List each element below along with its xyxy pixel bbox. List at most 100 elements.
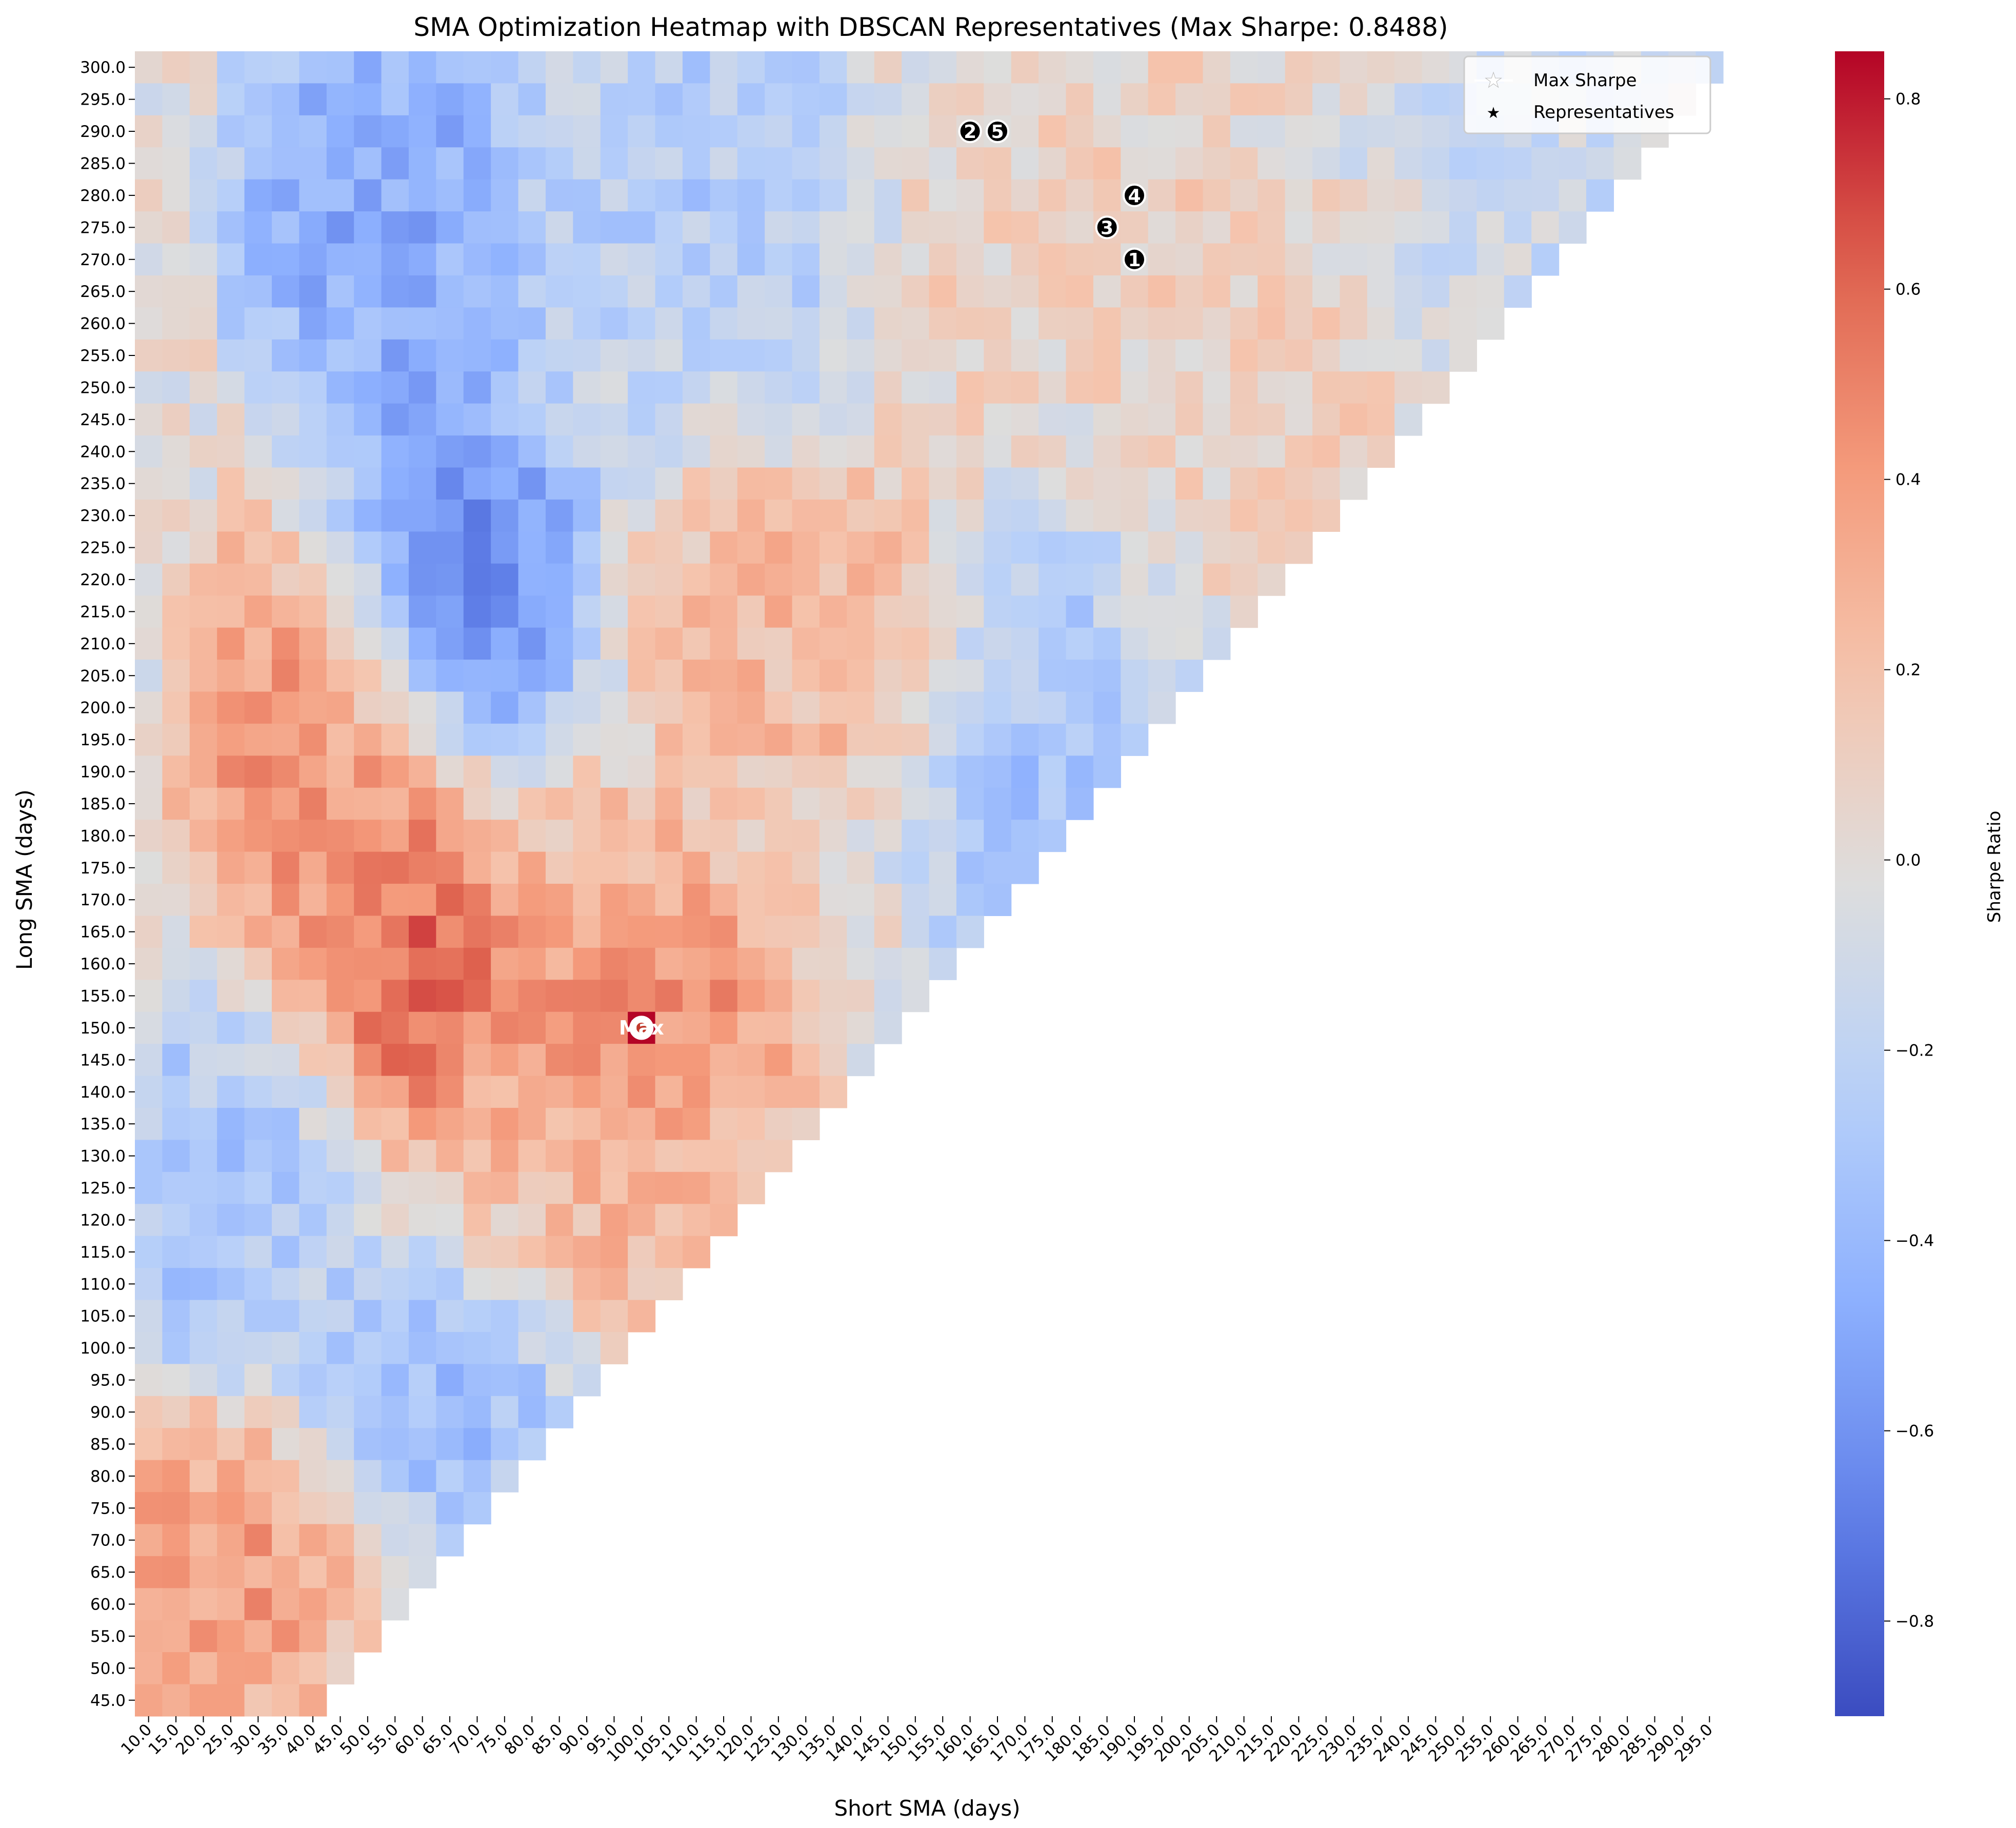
heatmap-cell <box>1011 243 1039 276</box>
heatmap-cell <box>299 1268 327 1301</box>
heatmap-cell <box>545 595 573 628</box>
heatmap-cell <box>1285 371 1313 404</box>
heatmap-cell <box>737 179 765 212</box>
heatmap-cell <box>518 1107 546 1140</box>
heatmap-cell <box>463 916 491 948</box>
heatmap-cell <box>408 1524 436 1557</box>
heatmap-cell <box>326 307 354 340</box>
heatmap-cell <box>381 563 409 596</box>
heatmap-cell <box>162 1076 190 1108</box>
y-tick-label: 285.0 <box>80 154 126 173</box>
heatmap-cell <box>710 1076 738 1108</box>
legend-max-star-icon: ★ <box>1484 69 1503 92</box>
heatmap-cell <box>1148 115 1176 148</box>
heatmap-cell <box>244 467 272 500</box>
heatmap-cell <box>1285 307 1313 340</box>
heatmap-cell <box>628 275 656 308</box>
heatmap-cell <box>217 179 245 212</box>
heatmap-cell <box>1066 787 1094 820</box>
heatmap-cell <box>1039 691 1067 724</box>
heatmap-cell <box>874 339 902 372</box>
heatmap-cell <box>984 275 1012 308</box>
heatmap-cell <box>491 627 519 660</box>
heatmap-cell <box>545 179 573 212</box>
heatmap-cell <box>984 339 1012 372</box>
heatmap-cell <box>189 660 217 692</box>
heatmap-cell <box>299 403 327 436</box>
heatmap-cell <box>819 691 847 724</box>
heatmap-cell <box>299 1588 327 1621</box>
heatmap-cell <box>1093 243 1121 276</box>
heatmap-cell <box>162 1204 190 1237</box>
heatmap-cell <box>518 1140 546 1173</box>
heatmap-cell <box>1039 83 1067 116</box>
heatmap-cell <box>682 1044 710 1077</box>
heatmap-cell <box>710 787 738 820</box>
heatmap-cell <box>847 947 875 980</box>
heatmap-cell <box>381 980 409 1012</box>
heatmap-cell <box>573 723 601 756</box>
heatmap-cell <box>1175 275 1204 308</box>
heatmap-cell <box>874 1011 902 1044</box>
y-tick-label: 190.0 <box>80 763 126 782</box>
heatmap-cell <box>436 1300 464 1333</box>
heatmap-cell <box>491 820 519 852</box>
heatmap-cell <box>600 1300 628 1333</box>
heatmap-cell <box>1175 307 1204 340</box>
heatmap-cell <box>1121 275 1149 308</box>
heatmap-cell <box>1148 275 1176 308</box>
heatmap-cell <box>847 211 875 244</box>
heatmap-cell <box>1257 499 1286 532</box>
heatmap-cell <box>1121 83 1149 116</box>
heatmap-cell <box>491 1428 519 1461</box>
heatmap-cell <box>682 339 710 372</box>
colorbar <box>1835 51 1884 1716</box>
heatmap-cell <box>271 723 300 756</box>
heatmap-cell <box>1148 83 1176 116</box>
heatmap-cell <box>710 1011 738 1044</box>
heatmap-cell <box>354 1492 382 1525</box>
heatmap-cell <box>1285 499 1313 532</box>
heatmap-cell <box>518 660 546 692</box>
heatmap-cell <box>1039 756 1067 788</box>
heatmap-cell <box>1257 339 1286 372</box>
heatmap-cell <box>1230 563 1258 596</box>
heatmap-cell <box>381 595 409 628</box>
heatmap-cell <box>271 1107 300 1140</box>
heatmap-cell <box>573 531 601 564</box>
heatmap-cell <box>436 787 464 820</box>
heatmap-cell <box>710 660 738 692</box>
heatmap-cell <box>1394 51 1423 84</box>
heatmap-cell <box>463 1364 491 1397</box>
heatmap-cell <box>710 1204 738 1237</box>
heatmap-cell <box>189 243 217 276</box>
heatmap-cell <box>874 756 902 788</box>
heatmap-cell <box>1093 660 1121 692</box>
heatmap-cell <box>1066 275 1094 308</box>
heatmap-cell <box>491 83 519 116</box>
heatmap-cell <box>682 723 710 756</box>
heatmap-cell <box>408 211 436 244</box>
heatmap-cell <box>299 1396 327 1428</box>
heatmap-cell <box>682 851 710 884</box>
heatmap-cell <box>819 723 847 756</box>
heatmap-cell <box>600 723 628 756</box>
heatmap-cell <box>1039 243 1067 276</box>
heatmap-cell <box>1394 307 1423 340</box>
heatmap-cell <box>491 211 519 244</box>
heatmap-cell <box>1312 83 1341 116</box>
heatmap-cell <box>244 1300 272 1333</box>
heatmap-cell <box>765 531 793 564</box>
heatmap-cell <box>737 787 765 820</box>
heatmap-cell <box>628 756 656 788</box>
heatmap-cell <box>381 1588 409 1621</box>
heatmap-cell <box>655 275 683 308</box>
heatmap-cell <box>847 371 875 404</box>
heatmap-cell <box>162 1044 190 1077</box>
heatmap-cell <box>1367 435 1395 468</box>
heatmap-cell <box>518 756 546 788</box>
heatmap-cell <box>573 83 601 116</box>
heatmap-cell <box>765 980 793 1012</box>
heatmap-cell <box>162 1492 190 1525</box>
heatmap-cell <box>162 1652 190 1685</box>
